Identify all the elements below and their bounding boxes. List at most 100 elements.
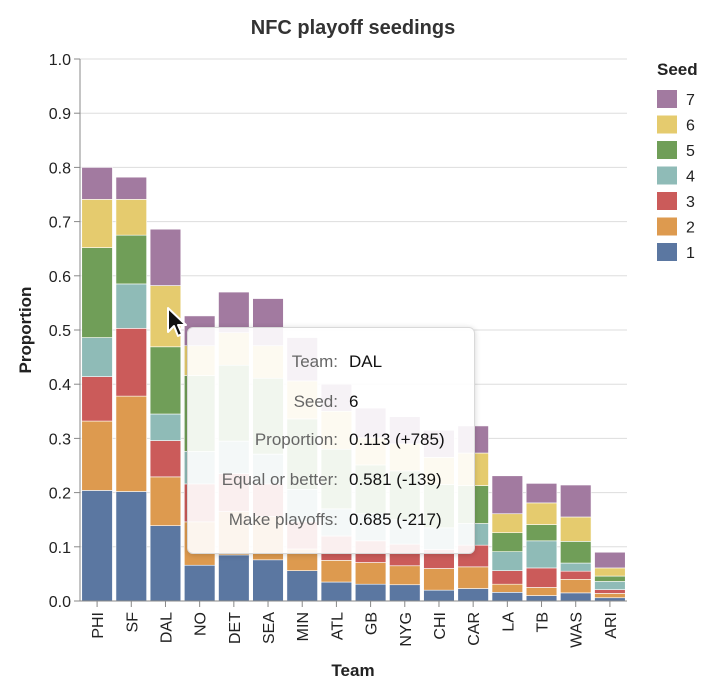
bar-segment-la-seed-3[interactable]	[491, 570, 523, 585]
bar-segment-sf-seed-4[interactable]	[115, 283, 147, 329]
bar-segment-la-seed-7[interactable]	[491, 475, 523, 515]
bar-segment-dal-seed-2[interactable]	[149, 476, 182, 526]
bar-segment-gb-seed-2[interactable]	[354, 562, 387, 585]
bar-segment-phi-seed-3[interactable]	[81, 376, 113, 422]
bar-segment-phi-seed-1[interactable]	[81, 490, 113, 602]
x-axis-title: Team	[331, 661, 374, 680]
legend-label: 2	[686, 220, 695, 237]
x-tick-label: GB	[364, 612, 381, 635]
bar-segment-phi-seed-2[interactable]	[81, 420, 113, 491]
legend-swatch-seed-6[interactable]	[657, 115, 677, 134]
bar-segment-sea-seed-1[interactable]	[252, 559, 284, 602]
x-tick-label: LA	[500, 612, 517, 632]
bar-segment-min-seed-1[interactable]	[286, 570, 318, 602]
x-tick-label: NO	[193, 612, 210, 636]
tooltip-value: 0.581 (-139)	[349, 470, 442, 489]
bar-segment-was-seed-5[interactable]	[560, 541, 592, 564]
bar-segment-atl-seed-1[interactable]	[320, 581, 353, 602]
bar-segment-gb-seed-1[interactable]	[354, 583, 387, 602]
bar-segment-tb-seed-7[interactable]	[525, 483, 558, 504]
bar-segment-dal-seed-4[interactable]	[149, 413, 182, 441]
y-tick-label: 0.1	[49, 540, 71, 557]
bar-segment-ari-seed-5[interactable]	[594, 575, 626, 582]
bar-segment-sf-seed-6[interactable]	[115, 199, 147, 236]
bar-segment-tb-seed-1[interactable]	[525, 595, 558, 602]
bar-segment-was-seed-4[interactable]	[560, 562, 592, 572]
bar-segment-sf-seed-5[interactable]	[115, 234, 147, 285]
bar-segment-dal-seed-3[interactable]	[149, 440, 182, 478]
tooltip-row-equal-or-better: Equal or better: 0.581 (-139)	[188, 470, 474, 494]
bar-segment-ari-seed-4[interactable]	[594, 581, 626, 590]
bar-segment-car-seed-1[interactable]	[457, 588, 489, 602]
legend-swatch-seed-2[interactable]	[657, 217, 677, 236]
bar-segment-car-seed-2[interactable]	[457, 566, 489, 589]
legend-label: 4	[686, 169, 695, 186]
x-tick-label: PHI	[90, 612, 107, 639]
legend-swatch-seed-4[interactable]	[657, 166, 677, 185]
bar-segment-ari-seed-3[interactable]	[594, 589, 626, 594]
bar-segment-la-seed-4[interactable]	[491, 551, 523, 571]
y-tick-label: 0.4	[49, 377, 71, 394]
bar-segment-sf-seed-1[interactable]	[115, 491, 147, 602]
bar-segment-dal-seed-7[interactable]	[149, 228, 182, 286]
bar-segment-was-seed-1[interactable]	[560, 592, 592, 602]
bar-segment-no-seed-1[interactable]	[184, 564, 216, 602]
bar-segment-was-seed-3[interactable]	[560, 570, 592, 580]
tooltip-key: Equal or better:	[221, 470, 338, 489]
y-tick-label: 0.9	[49, 106, 71, 123]
bar-segment-was-seed-2[interactable]	[560, 579, 592, 594]
bar-segment-tb-seed-3[interactable]	[525, 567, 558, 588]
bar-segment-was-seed-6[interactable]	[560, 516, 592, 542]
bar-segment-dal-seed-5[interactable]	[149, 346, 182, 415]
bar-segment-phi-seed-4[interactable]	[81, 337, 113, 377]
x-tick-label: SF	[124, 612, 141, 633]
bar-segment-dal-seed-1[interactable]	[149, 525, 182, 602]
bar-segment-det-seed-1[interactable]	[218, 554, 250, 602]
bar-segment-atl-seed-2[interactable]	[320, 560, 353, 583]
bar-segment-det-seed-7[interactable]	[218, 291, 250, 334]
bar-segment-phi-seed-5[interactable]	[81, 247, 113, 338]
x-tick-label: DET	[227, 612, 244, 644]
bar-segment-ari-seed-6[interactable]	[594, 567, 626, 577]
legend-label: 1	[686, 245, 695, 262]
bar-segment-chi-seed-1[interactable]	[423, 589, 455, 602]
legend-swatch-seed-5[interactable]	[657, 141, 677, 159]
axes: 0.0 0.1 0.2 0.3 0.4 0.5 0.6 0.7 0.8 0.9 1.0 PHI SF DA…	[49, 52, 627, 648]
bar-segment-tb-seed-4[interactable]	[525, 540, 558, 569]
legend-swatch-seed-3[interactable]	[657, 192, 677, 210]
bar-segment-sf-seed-3[interactable]	[115, 328, 147, 397]
bar-segment-phi-seed-7[interactable]	[81, 167, 113, 200]
legend-swatch-seed-1[interactable]	[657, 243, 677, 261]
legend-swatch-seed-7[interactable]	[657, 90, 677, 108]
tooltip-key: Team:	[291, 352, 338, 371]
tooltip-row-seed: Seed: 6	[188, 392, 474, 416]
y-tick-label: 0.5	[49, 323, 71, 340]
bar-segment-nyg-seed-1[interactable]	[389, 584, 421, 602]
bar-segment-nyg-seed-2[interactable]	[389, 565, 421, 586]
bar-segment-la-seed-5[interactable]	[491, 532, 523, 552]
bar-segment-la-seed-6[interactable]	[491, 513, 523, 534]
bar-segment-chi-seed-2[interactable]	[423, 568, 455, 591]
bar-segment-la-seed-1[interactable]	[491, 592, 523, 602]
x-tick-label: CHI	[432, 612, 449, 640]
y-tick-label: 0.8	[49, 160, 71, 177]
legend-title: Seed	[657, 60, 698, 79]
bar-segment-tb-seed-5[interactable]	[525, 524, 558, 542]
bar-segment-was-seed-7[interactable]	[560, 484, 592, 518]
bar-segment-phi-seed-6[interactable]	[81, 199, 113, 248]
bar-segment-la-seed-2[interactable]	[491, 583, 523, 593]
tooltip-value: 0.113 (+785)	[349, 430, 445, 449]
bar-segment-tb-seed-2[interactable]	[525, 587, 558, 596]
bar-segment-ari-seed-7[interactable]	[594, 551, 626, 569]
legend-label: 7	[686, 92, 695, 109]
y-tick-label: 0.6	[49, 269, 71, 286]
x-tick-label: CAR	[466, 612, 483, 646]
bar-segment-ari-seed-2[interactable]	[594, 593, 626, 599]
legend-label: 6	[686, 118, 695, 135]
bar-segment-sf-seed-2[interactable]	[115, 395, 147, 492]
tooltip-key: Seed:	[293, 392, 338, 411]
bar-segment-tb-seed-6[interactable]	[525, 502, 558, 525]
bar-segment-sf-seed-7[interactable]	[115, 176, 147, 200]
y-tick-label: 0.7	[49, 215, 71, 232]
y-tick-label: 0.2	[49, 486, 71, 503]
